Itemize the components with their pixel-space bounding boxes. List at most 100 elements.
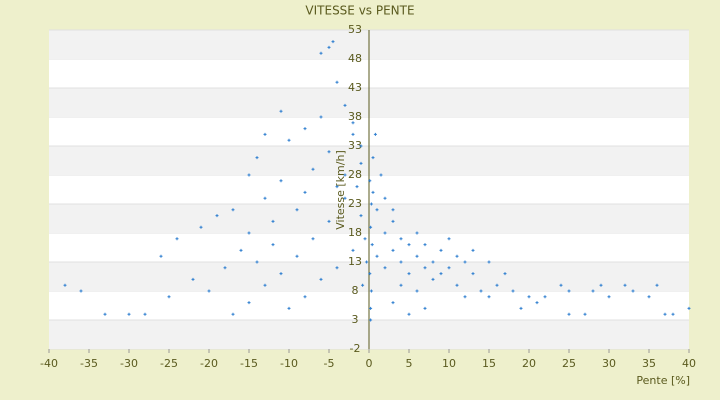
point [391, 248, 395, 252]
x-tick-label: 40 [682, 357, 696, 370]
point [471, 248, 475, 252]
y-tick-label: 23 [348, 197, 362, 210]
point [623, 283, 627, 287]
point [263, 132, 267, 136]
x-tick-label: -35 [80, 357, 98, 370]
point [311, 237, 315, 241]
y-tick-label: 3 [352, 313, 359, 326]
point [351, 248, 355, 252]
x-tick-label: -30 [120, 357, 138, 370]
point [343, 103, 347, 107]
point [319, 51, 323, 55]
point [463, 295, 467, 299]
point [331, 40, 335, 44]
point [407, 272, 411, 276]
point [511, 289, 515, 293]
point [255, 156, 259, 160]
point [379, 173, 383, 177]
point [599, 283, 603, 287]
point [369, 202, 373, 206]
point [279, 272, 283, 276]
point [607, 295, 611, 299]
point [567, 289, 571, 293]
point [175, 237, 179, 241]
point [519, 306, 523, 310]
point [373, 132, 377, 136]
point [463, 260, 467, 264]
x-tick-label: 5 [406, 357, 413, 370]
point [199, 225, 203, 229]
point [303, 295, 307, 299]
point [543, 295, 547, 299]
point [439, 248, 443, 252]
y-tick-label: 53 [348, 23, 362, 36]
point [247, 301, 251, 305]
point [351, 121, 355, 125]
x-tick-label: 10 [442, 357, 456, 370]
point [335, 185, 339, 189]
point [439, 272, 443, 276]
point [399, 283, 403, 287]
point [479, 289, 483, 293]
point [159, 254, 163, 258]
point [167, 295, 171, 299]
point [191, 277, 195, 281]
point [369, 289, 373, 293]
point [143, 312, 147, 316]
point [303, 190, 307, 194]
point [327, 150, 331, 154]
y-tick-label: -2 [350, 342, 361, 355]
point [287, 138, 291, 142]
point [455, 254, 459, 258]
point [399, 237, 403, 241]
point [343, 173, 347, 177]
point [487, 260, 491, 264]
point [127, 312, 131, 316]
y-tick-label: 48 [348, 52, 362, 65]
point [247, 231, 251, 235]
point [295, 254, 299, 258]
chart-title: VITESSE vs PENTE [305, 4, 414, 18]
point [231, 208, 235, 212]
point [231, 312, 235, 316]
point [431, 260, 435, 264]
point [591, 289, 595, 293]
point [359, 161, 363, 165]
point [215, 214, 219, 218]
point [687, 306, 691, 310]
point [369, 318, 373, 322]
point [279, 179, 283, 183]
point [370, 243, 374, 247]
point [423, 266, 427, 270]
point [255, 260, 259, 264]
point [295, 208, 299, 212]
point [239, 248, 243, 252]
point [423, 243, 427, 247]
point [327, 45, 331, 49]
point [351, 132, 355, 136]
point [103, 312, 107, 316]
point [415, 231, 419, 235]
point [359, 214, 363, 218]
point [369, 306, 373, 310]
point [263, 196, 267, 200]
y-tick-label: 18 [348, 226, 362, 239]
point [319, 277, 323, 281]
point [368, 272, 372, 276]
point [383, 196, 387, 200]
y-tick-label: 28 [348, 168, 362, 181]
x-tick-label: 25 [562, 357, 576, 370]
x-tick-label: -5 [324, 357, 335, 370]
x-tick-label: 35 [642, 357, 656, 370]
point [447, 237, 451, 241]
point [271, 243, 275, 247]
point [359, 144, 363, 148]
y-axis-label: Vitesse [km/h] [334, 150, 347, 230]
point [631, 289, 635, 293]
point [487, 295, 491, 299]
point [407, 243, 411, 247]
point [423, 306, 427, 310]
point [383, 266, 387, 270]
point [671, 312, 675, 316]
